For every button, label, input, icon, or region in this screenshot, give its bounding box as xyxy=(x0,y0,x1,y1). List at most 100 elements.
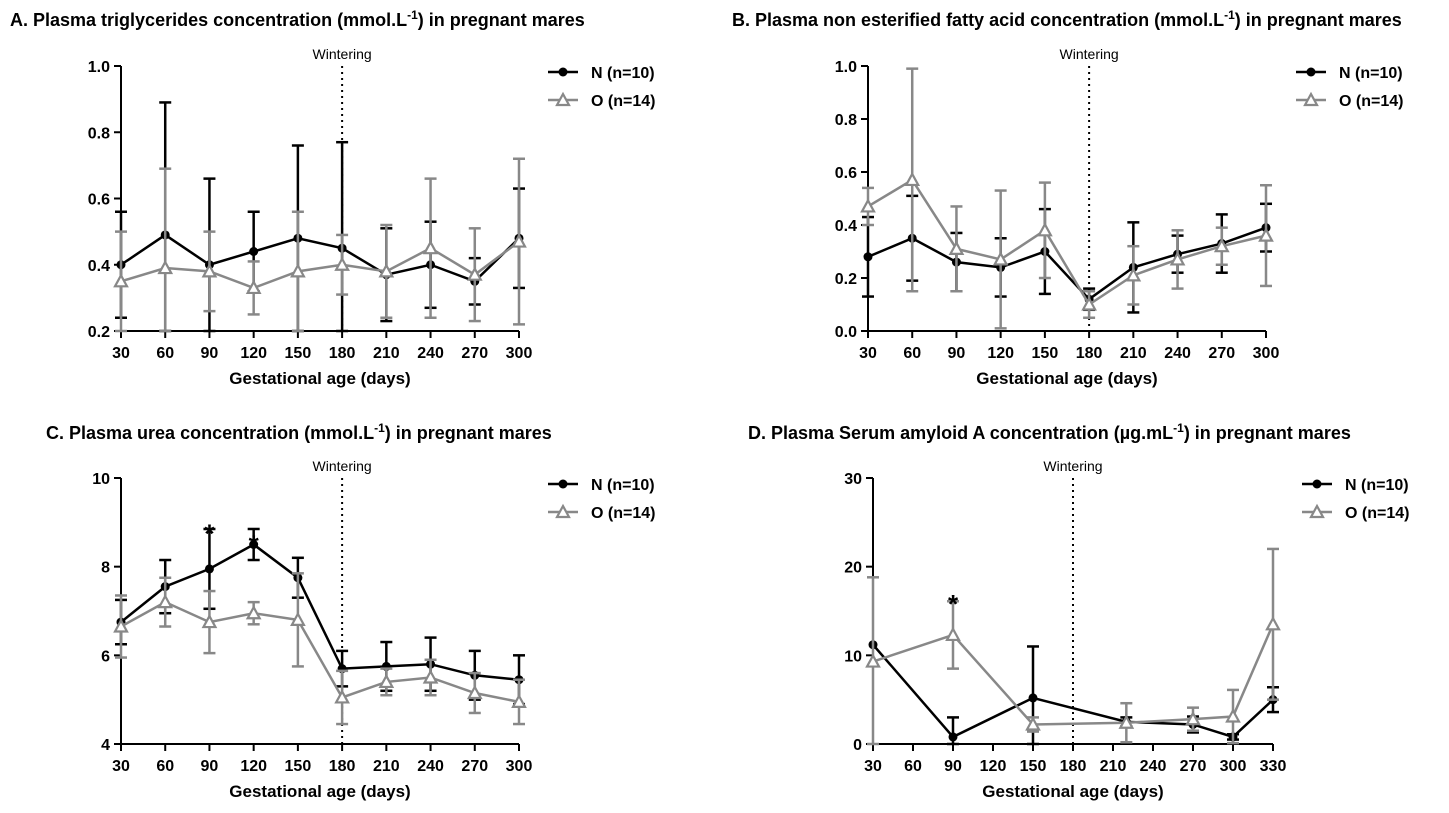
series-o xyxy=(865,547,1281,746)
x-tick-label: 60 xyxy=(903,345,921,362)
y-tick-label: 4 xyxy=(101,737,110,754)
data-point xyxy=(249,540,259,549)
chart-panel-b: B. Plasma non esterified fatty acid conc… xyxy=(724,0,1448,401)
legend-item-n: N (n=10) xyxy=(548,477,655,494)
data-point xyxy=(904,171,921,187)
data-point xyxy=(1258,227,1274,242)
x-tick-label: 150 xyxy=(1032,345,1059,362)
series-line xyxy=(867,226,1267,301)
data-point xyxy=(290,263,306,278)
data-point xyxy=(157,259,174,275)
wintering-label: Wintering xyxy=(1043,458,1102,474)
x-axis-label: Gestational age (days) xyxy=(229,782,410,801)
data-point xyxy=(1213,237,1230,253)
series-line xyxy=(120,233,520,283)
data-point xyxy=(422,239,439,255)
y-tick-label: 0.0 xyxy=(835,324,857,341)
series-n xyxy=(862,194,1272,314)
x-tick-label: 90 xyxy=(944,758,962,775)
x-tick-label: 90 xyxy=(948,345,966,362)
x-tick-label: 300 xyxy=(506,345,533,362)
legend-item-n: N (n=10) xyxy=(1296,65,1403,82)
x-tick-label: 30 xyxy=(859,345,877,362)
y-tick-label: 0.6 xyxy=(835,165,857,182)
x-tick-label: 210 xyxy=(1100,758,1127,775)
series-n xyxy=(115,101,525,333)
y-tick-label: 30 xyxy=(844,471,862,488)
data-point xyxy=(1118,714,1135,729)
data-point xyxy=(945,626,961,642)
y-tick-label: 0.2 xyxy=(835,271,857,288)
series-n xyxy=(115,527,525,706)
x-tick-label: 270 xyxy=(1208,345,1235,362)
legend-label: N (n=10) xyxy=(1345,477,1409,494)
y-tick-label: 0.4 xyxy=(835,218,857,235)
y-tick-label: 0.2 xyxy=(88,324,110,341)
series-line xyxy=(120,543,520,681)
legend-label: O (n=14) xyxy=(591,505,655,522)
legend-marker xyxy=(558,479,568,489)
series-line xyxy=(867,178,1267,307)
x-tick-label: 210 xyxy=(373,758,400,775)
chart-panel-c: C. Plasma urea concentration (mmol.L-1) … xyxy=(0,412,724,813)
data-point xyxy=(511,693,527,708)
data-point xyxy=(290,611,306,626)
x-tick-label: 150 xyxy=(285,758,312,775)
legend-item-o: O (n=14) xyxy=(548,91,655,110)
wintering-label: Wintering xyxy=(313,458,372,474)
x-tick-label: 180 xyxy=(1060,758,1087,775)
x-tick-label: 30 xyxy=(112,345,130,362)
chart-panel-a: A. Plasma triglycerides concentration (m… xyxy=(0,0,724,401)
y-tick-label: 0.8 xyxy=(88,125,110,142)
y-tick-label: 0.4 xyxy=(88,258,110,275)
significance-star: * xyxy=(249,530,260,560)
legend-marker xyxy=(555,91,571,107)
x-tick-label: 120 xyxy=(980,758,1007,775)
x-tick-label: 240 xyxy=(417,345,444,362)
legend-label: N (n=10) xyxy=(591,477,655,494)
legend-label: O (n=14) xyxy=(1339,93,1403,110)
data-point xyxy=(1185,710,1201,726)
series-n xyxy=(868,640,1279,746)
legend-marker xyxy=(558,67,568,77)
data-point xyxy=(201,263,218,278)
x-tick-label: 60 xyxy=(156,345,174,362)
chart-title: D. Plasma Serum amyloid A concentration … xyxy=(748,421,1351,443)
x-tick-label: 60 xyxy=(904,758,922,775)
data-point xyxy=(245,279,262,295)
data-point xyxy=(204,564,214,574)
x-tick-label: 300 xyxy=(506,758,533,775)
data-point xyxy=(378,673,395,689)
y-tick-label: 0 xyxy=(853,737,862,754)
data-point xyxy=(948,732,958,742)
data-point xyxy=(865,653,881,668)
data-point xyxy=(113,273,129,288)
legend-label: O (n=14) xyxy=(1345,505,1409,522)
x-tick-label: 270 xyxy=(1180,758,1207,775)
x-tick-label: 180 xyxy=(329,758,356,775)
data-point xyxy=(1169,251,1186,266)
series-o xyxy=(860,67,1274,330)
x-tick-label: 120 xyxy=(240,758,267,775)
x-tick-label: 270 xyxy=(461,345,488,362)
chart-svg-d: D. Plasma Serum amyloid A concentration … xyxy=(748,421,1409,801)
x-axis-label: Gestational age (days) xyxy=(229,369,410,388)
legend-marker xyxy=(1306,67,1316,77)
x-tick-label: 150 xyxy=(1020,758,1047,775)
legend-item-n: N (n=10) xyxy=(1302,477,1409,494)
chart-title: B. Plasma non esterified fatty acid conc… xyxy=(732,8,1402,30)
data-point xyxy=(992,251,1009,266)
data-point xyxy=(1037,222,1053,237)
y-tick-label: 10 xyxy=(844,648,862,665)
x-tick-label: 240 xyxy=(417,758,444,775)
significance-star: * xyxy=(204,519,215,549)
data-point xyxy=(378,263,395,278)
x-tick-label: 270 xyxy=(461,758,488,775)
data-point xyxy=(334,256,350,271)
series-o xyxy=(113,157,527,333)
data-point xyxy=(1028,693,1038,703)
data-point xyxy=(1125,267,1142,282)
y-tick-label: 6 xyxy=(101,648,110,665)
x-tick-label: 300 xyxy=(1253,345,1280,362)
x-tick-label: 90 xyxy=(201,345,219,362)
